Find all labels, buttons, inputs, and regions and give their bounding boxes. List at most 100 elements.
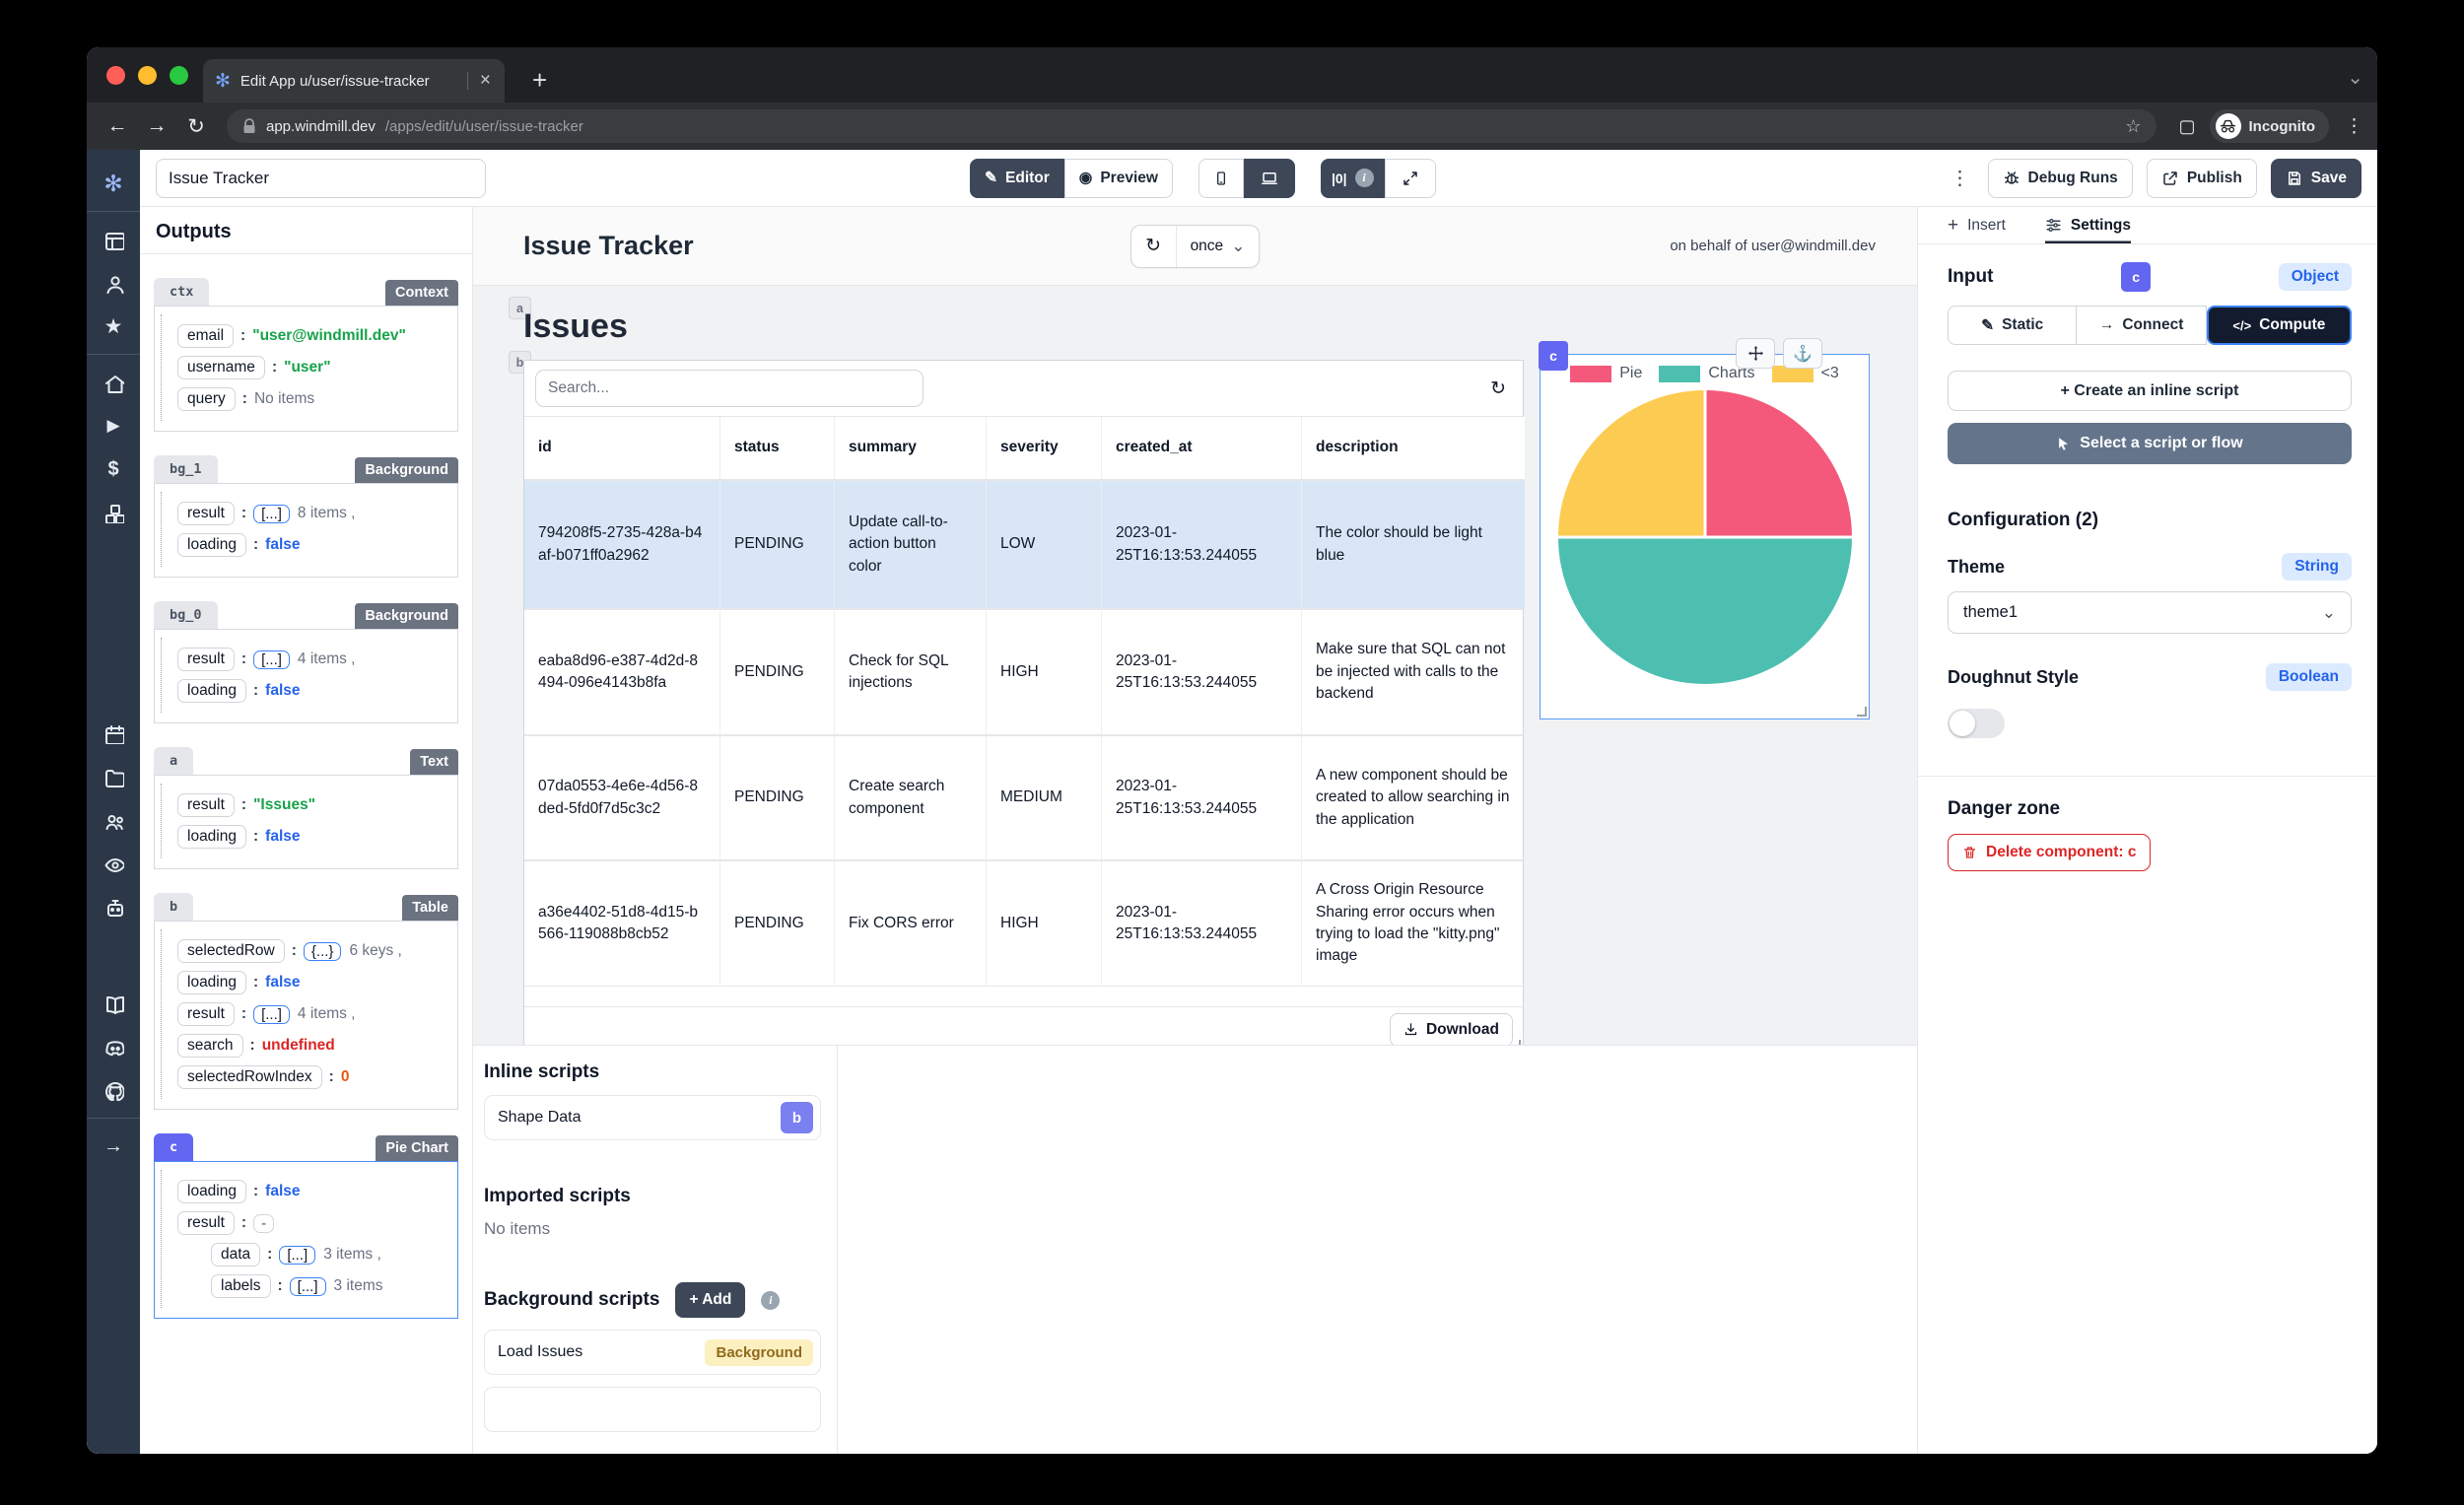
more-options-icon[interactable]: ⋮ bbox=[1950, 168, 1970, 189]
table-search-input[interactable] bbox=[535, 370, 924, 407]
close-tab-icon[interactable]: × bbox=[479, 70, 491, 91]
add-background-script-button[interactable]: + Add bbox=[675, 1282, 746, 1318]
sidebar-item-groups[interactable] bbox=[87, 798, 140, 842]
canvas-grid[interactable]: a Issues b ↻ id status summary severity … bbox=[473, 286, 1917, 1053]
legend-item[interactable]: Charts bbox=[1659, 365, 1755, 382]
output-row[interactable]: email: "user@windmill.dev" bbox=[177, 324, 447, 348]
output-row[interactable]: loading: false bbox=[177, 533, 447, 557]
tab-settings[interactable]: Settings bbox=[2045, 207, 2131, 243]
download-button[interactable]: Download bbox=[1389, 1012, 1513, 1047]
output-row[interactable]: username: "user" bbox=[177, 356, 447, 379]
column-header[interactable]: description bbox=[1302, 417, 1525, 480]
table-row[interactable]: a36e4402-51d8-4d15-b566-119088b8cb52 PEND… bbox=[524, 860, 1525, 987]
component-handle-a[interactable]: a bbox=[509, 297, 531, 319]
column-header[interactable]: summary bbox=[835, 417, 987, 480]
browser-menu-icon[interactable]: ⋮ bbox=[2345, 115, 2363, 137]
close-window-button[interactable] bbox=[106, 66, 125, 85]
forward-icon[interactable]: → bbox=[146, 114, 168, 137]
mobile-view-button[interactable] bbox=[1198, 158, 1244, 198]
pie-chart-component[interactable]: c ⚓ Pie Charts <3 bbox=[1539, 338, 1870, 719]
background-script-item[interactable] bbox=[484, 1387, 821, 1432]
static-mode-button[interactable]: ✎ Static bbox=[1948, 306, 2078, 345]
url-bar[interactable]: app.windmill.dev /apps/edit/u/user/issue… bbox=[227, 109, 2157, 143]
github-icon[interactable] bbox=[87, 1068, 140, 1112]
column-header[interactable]: status bbox=[720, 417, 835, 480]
sidebar-item-user[interactable] bbox=[87, 261, 140, 305]
theme-select[interactable]: theme1 ⌄ bbox=[1948, 591, 2352, 634]
output-row[interactable]: selectedRow: {...} 6 keys , bbox=[177, 939, 447, 963]
move-component-button[interactable] bbox=[1736, 338, 1775, 369]
column-header[interactable]: id bbox=[524, 417, 720, 480]
window-controls[interactable] bbox=[106, 66, 188, 85]
output-row[interactable]: query: No items bbox=[177, 387, 447, 411]
table-row[interactable]: eaba8d96-e387-4d2d-8494-096e4143b8fa PEND… bbox=[524, 609, 1525, 735]
refresh-app-button[interactable]: ↻ bbox=[1131, 225, 1177, 267]
output-row[interactable]: loading: false bbox=[177, 971, 447, 994]
sidebar-item-schedules[interactable] bbox=[87, 712, 140, 755]
compute-mode-button[interactable]: </> Compute bbox=[2206, 306, 2352, 345]
sidebar-item-apps[interactable] bbox=[87, 218, 140, 261]
background-script-item[interactable]: Load Issues Background bbox=[484, 1330, 821, 1375]
editor-button[interactable]: ✎ Editor bbox=[970, 158, 1064, 198]
table-row-selected[interactable]: 794208f5-2735-428a-b4af-b071ff0a2962 PEND… bbox=[524, 480, 1525, 609]
debug-runs-button[interactable]: Debug Runs bbox=[1987, 158, 2133, 198]
discord-icon[interactable] bbox=[87, 1025, 140, 1068]
legend-item[interactable]: Pie bbox=[1570, 365, 1642, 382]
create-inline-script-button[interactable]: + Create an inline script bbox=[1948, 371, 2352, 411]
app-name-input[interactable] bbox=[156, 158, 486, 198]
sidebar-item-folders[interactable] bbox=[87, 755, 140, 798]
section-chip[interactable]: a bbox=[154, 747, 194, 775]
output-row[interactable]: loading: false bbox=[177, 825, 447, 849]
table-row[interactable]: 07da0553-4e6e-4d56-8ded-5fd0f7d5c3c2 PEND… bbox=[524, 735, 1525, 860]
output-row[interactable]: result: "Issues" bbox=[177, 793, 447, 817]
sidebar-item-docs[interactable] bbox=[87, 982, 140, 1025]
section-chip[interactable]: ctx bbox=[154, 278, 210, 306]
anchor-component-button[interactable]: ⚓ bbox=[1783, 338, 1822, 369]
sidebar-item-home[interactable] bbox=[87, 361, 140, 404]
resize-handle[interactable] bbox=[1857, 707, 1867, 717]
bookmark-star-icon[interactable]: ☆ bbox=[2125, 115, 2142, 136]
publish-button[interactable]: Publish bbox=[2146, 158, 2257, 198]
expand-object-token[interactable]: {...} bbox=[303, 941, 342, 961]
minimize-window-button[interactable] bbox=[138, 66, 157, 85]
output-row[interactable]: search: undefined bbox=[177, 1034, 447, 1058]
preview-button[interactable]: ◉ Preview bbox=[1063, 158, 1173, 198]
issues-heading-component[interactable]: Issues bbox=[523, 308, 628, 345]
expand-array-token[interactable]: [...] bbox=[253, 504, 290, 523]
output-row[interactable]: selectedRowIndex:0 bbox=[177, 1065, 447, 1089]
expand-array-token[interactable]: [...] bbox=[289, 1276, 326, 1296]
browser-tab[interactable]: ✻ Edit App u/user/issue-tracker × bbox=[203, 59, 505, 103]
new-tab-button[interactable]: + bbox=[532, 65, 548, 95]
refresh-mode-dropdown[interactable]: once ⌄ bbox=[1190, 236, 1246, 255]
column-header[interactable]: created_at bbox=[1102, 417, 1302, 480]
delete-component-button[interactable]: Delete component: c bbox=[1948, 834, 2152, 871]
back-icon[interactable]: ← bbox=[106, 114, 128, 137]
output-row[interactable]: result: [...] 4 items , bbox=[177, 1002, 447, 1026]
collapse-rail-icon[interactable]: → bbox=[103, 1134, 123, 1157]
section-chip[interactable]: b bbox=[154, 893, 194, 921]
expand-array-token[interactable]: [...] bbox=[253, 1004, 290, 1024]
sidebar-item-runs[interactable]: ▶ bbox=[106, 416, 120, 435]
expand-array-token[interactable]: [...] bbox=[279, 1245, 316, 1265]
save-button[interactable]: Save bbox=[2270, 158, 2361, 198]
sidebar-item-resources[interactable] bbox=[87, 491, 140, 534]
desktop-view-button[interactable] bbox=[1243, 158, 1295, 198]
sidebar-item-workers[interactable] bbox=[87, 885, 140, 928]
expand-array-token[interactable]: [...] bbox=[253, 650, 290, 669]
select-script-or-flow-button[interactable]: Select a script or flow bbox=[1948, 423, 2352, 464]
maximize-window-button[interactable] bbox=[170, 66, 188, 85]
table-component[interactable]: ↻ id status summary severity created_at … bbox=[523, 360, 1525, 1053]
section-chip-selected[interactable]: c bbox=[154, 1133, 194, 1161]
output-row[interactable]: loading: false bbox=[177, 679, 447, 703]
hide-left-panel-button[interactable]: |0| i bbox=[1320, 158, 1385, 198]
output-row[interactable]: result: [...] 8 items , bbox=[177, 502, 447, 525]
component-handle-c[interactable]: c bbox=[1539, 341, 1568, 371]
sidebar-item-pricing[interactable]: $ bbox=[107, 457, 119, 480]
output-row[interactable]: result: - bbox=[177, 1211, 447, 1235]
connect-mode-button[interactable]: → Connect bbox=[2077, 306, 2207, 345]
inline-script-item[interactable]: Shape Data b bbox=[484, 1095, 821, 1140]
tab-insert[interactable]: + Insert bbox=[1948, 214, 2006, 236]
legend-item[interactable]: <3 bbox=[1771, 365, 1839, 382]
output-row[interactable]: labels: [...] 3 items bbox=[211, 1274, 447, 1298]
tab-search-icon[interactable]: ▢ bbox=[2178, 115, 2196, 136]
